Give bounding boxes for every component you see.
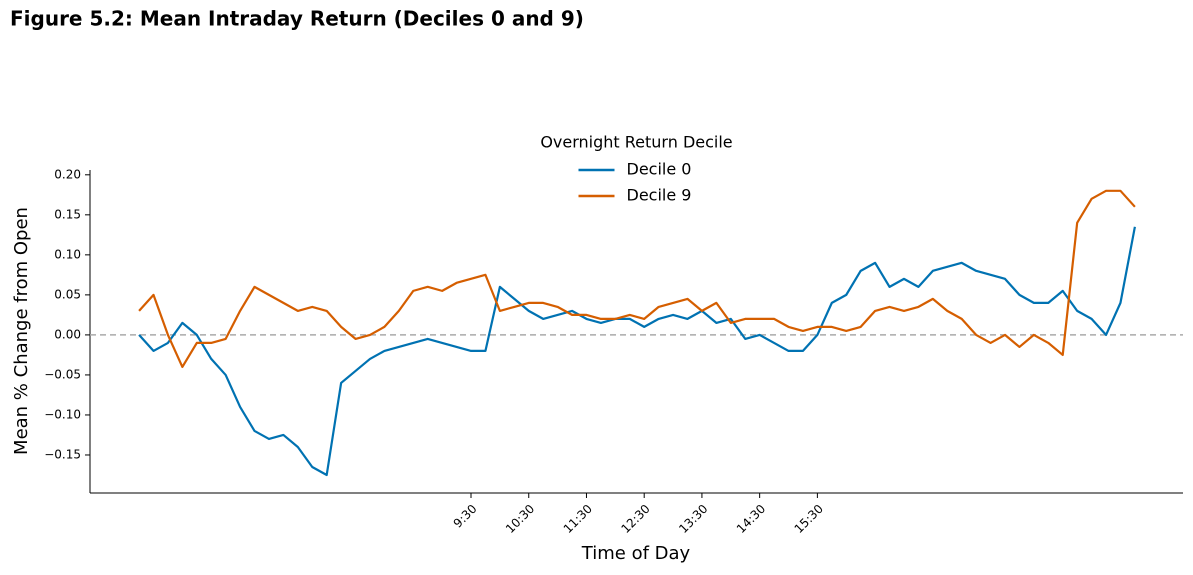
x-tick-label: 9:30 (451, 502, 480, 531)
x-tick-label: 15:30 (792, 502, 826, 536)
legend-label: Decile 9 (627, 186, 692, 205)
x-tick-label: 12:30 (618, 502, 652, 536)
y-tick-label: 0.05 (54, 287, 81, 301)
legend-title: Overnight Return Decile (540, 133, 732, 152)
y-tick-label: −0.15 (44, 447, 81, 461)
y-tick-label: 0.20 (54, 167, 81, 181)
x-tick-label: 13:30 (676, 502, 710, 536)
y-tick-label: 0.00 (54, 327, 81, 341)
x-tick-label: 14:30 (734, 502, 768, 536)
y-tick-label: −0.10 (44, 407, 81, 421)
y-axis-title: Mean % Change from Open (11, 207, 32, 455)
line-series (138, 226, 1136, 477)
legend-label: Decile 0 (627, 160, 692, 179)
x-tick-label: 10:30 (503, 502, 537, 536)
y-tick-label: 0.15 (54, 207, 81, 221)
y-tick-label: −0.05 (44, 367, 81, 381)
page-title: Figure 5.2: Mean Intraday Return (Decile… (10, 7, 584, 31)
line-series (138, 189, 1136, 369)
y-tick-label: 0.10 (54, 247, 81, 261)
x-tick-label: 11:30 (561, 502, 595, 536)
x-axis-title: Time of Day (581, 543, 691, 564)
